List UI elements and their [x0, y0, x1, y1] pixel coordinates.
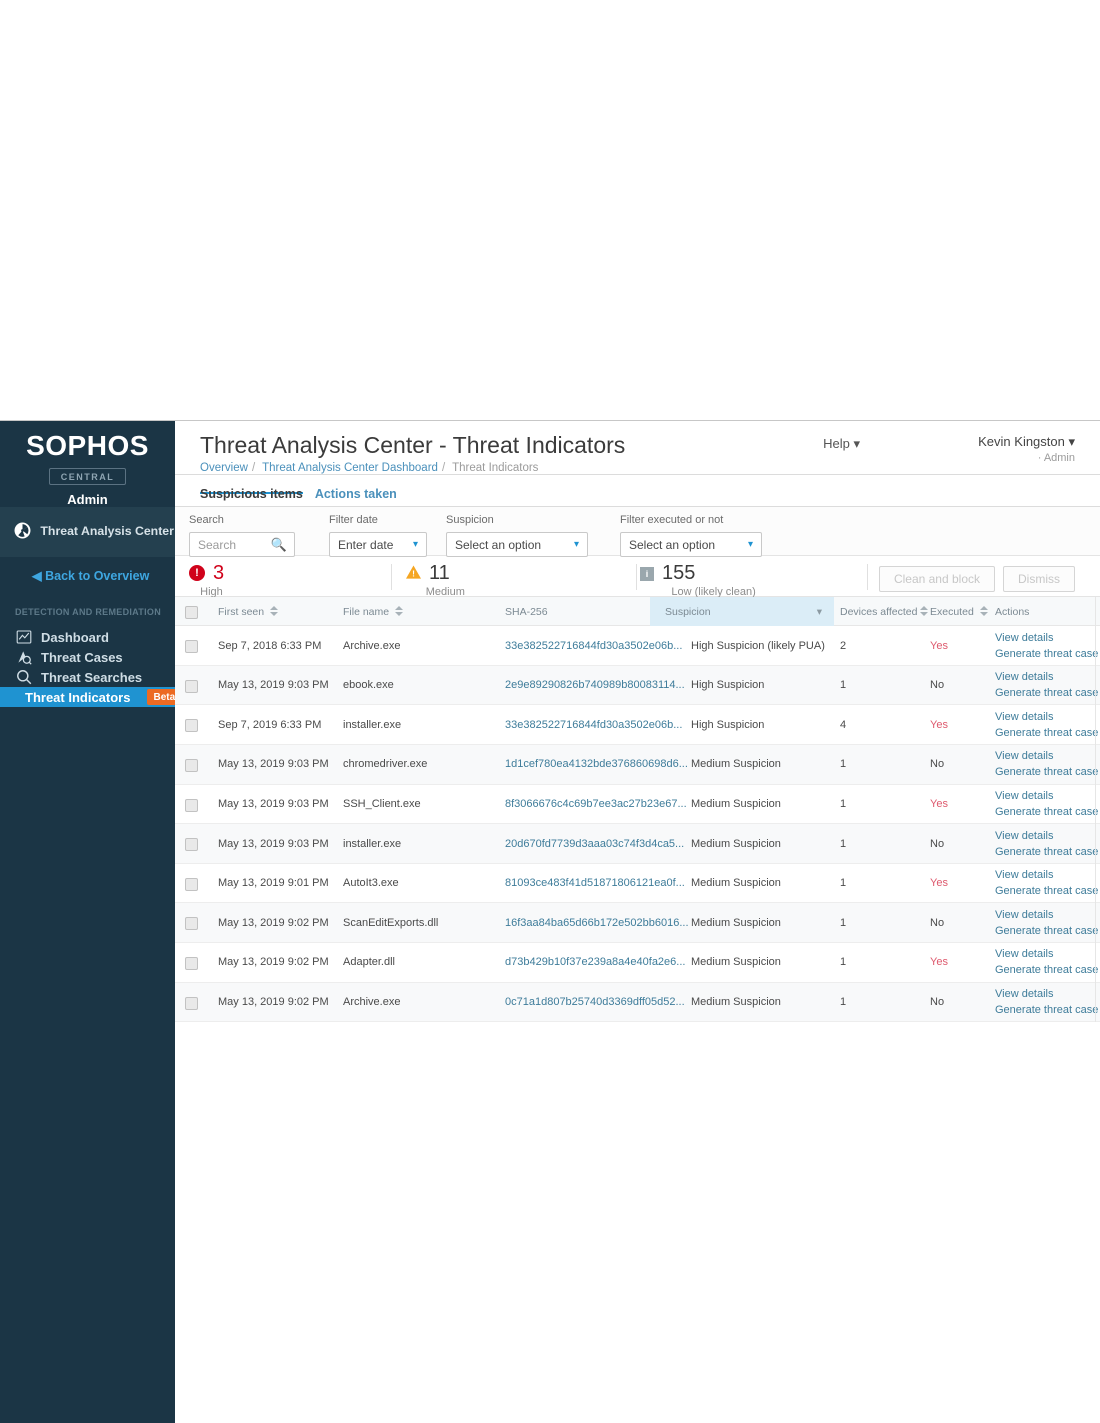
svg-text:!: ! [412, 569, 415, 579]
